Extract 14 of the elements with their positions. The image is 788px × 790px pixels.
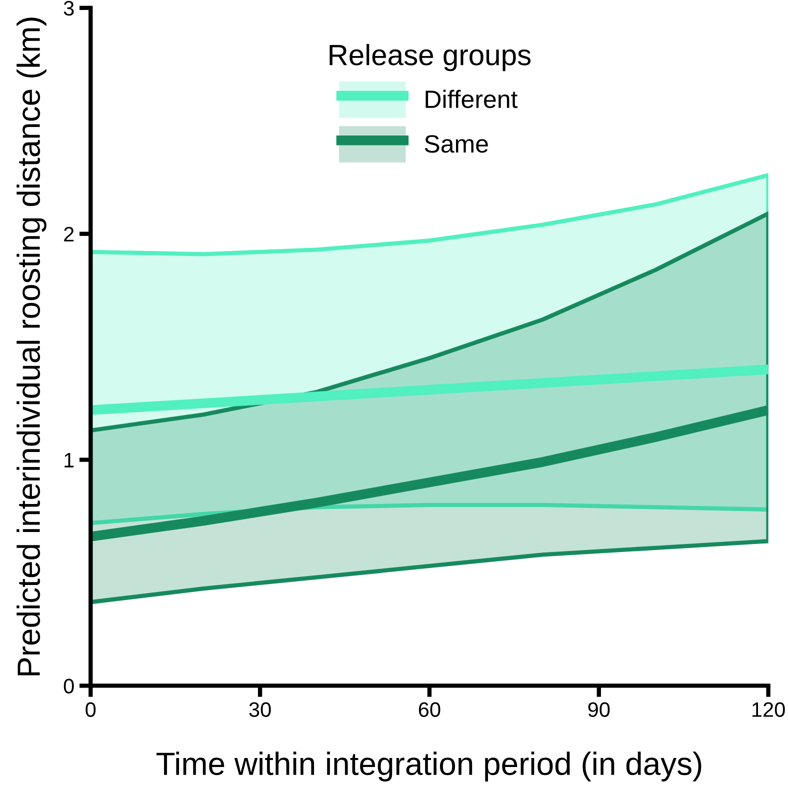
y-axis-title: Predicted interindividual roosting distance (km) [16,18,46,676]
legend-label: Different [426,90,518,108]
legend-label: Same [424,135,488,153]
y-tick-label: 3 [64,0,74,16]
x-tick-label: 30 [249,702,271,717]
x-tick-label: 120 [752,702,785,717]
x-tick-label: 0 [86,702,96,717]
y-tick-label: 0 [64,678,74,694]
y-tick-label: 1 [64,452,74,468]
x-tick-label: 60 [418,702,440,717]
x-axis-title: Time within integration period (in days) [156,752,702,782]
legend-title: Release groups [330,44,531,72]
x-tick-label: 90 [588,702,610,717]
y-tick-label: 2 [64,226,74,242]
